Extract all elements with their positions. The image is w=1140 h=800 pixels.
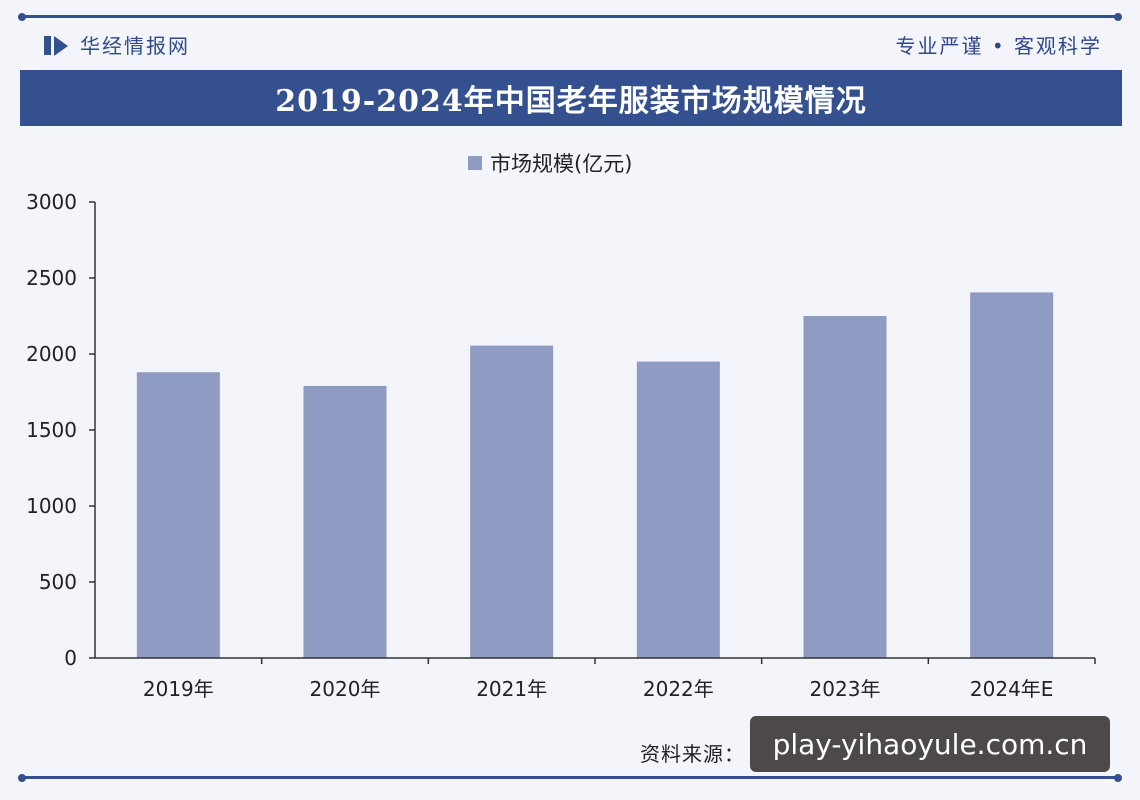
watermark: play-yihaoyule.com.cn — [750, 716, 1110, 772]
y-axis: 0 500 1000 1500 2000 2500 3000 — [26, 190, 96, 670]
bar-chart: 0 500 1000 1500 2000 2500 3000 2019年 2020年 2021年… — [26, 190, 1096, 701]
x-tick-label: 2024年E — [970, 677, 1054, 701]
bars — [136, 292, 1054, 658]
chart-title-bar: 2019-2024年中国老年服装市场规模情况 — [20, 70, 1122, 126]
legend-swatch — [468, 156, 482, 170]
bar — [803, 316, 887, 658]
slogan: 专业严谨 • 客观科学 — [895, 34, 1102, 58]
chart-title: 2019-2024年中国老年服装市场规模情况 — [275, 84, 867, 119]
bar — [303, 385, 387, 658]
bottom-left-dot — [18, 774, 26, 782]
bar — [470, 345, 554, 658]
x-tick-label: 2019年 — [143, 677, 214, 701]
brand: 华经情报网 — [44, 30, 190, 59]
y-tick-label: 1500 — [26, 418, 77, 442]
x-axis: 2019年 2020年 2021年 2022年 2023年 2024年E — [95, 657, 1096, 701]
top-border-line — [20, 15, 1120, 18]
x-tick-label: 2022年 — [643, 677, 714, 701]
y-tick-label: 3000 — [26, 190, 77, 214]
top-left-dot — [18, 13, 26, 21]
y-tick-label: 500 — [39, 570, 77, 594]
bar — [970, 292, 1054, 658]
bottom-right-dot — [1114, 774, 1122, 782]
y-tick-label: 2000 — [26, 342, 77, 366]
x-tick-label: 2020年 — [310, 677, 381, 701]
top-right-dot — [1114, 13, 1122, 21]
bottom-border-line — [20, 776, 1120, 779]
x-tick-label: 2023年 — [810, 677, 881, 701]
bar — [136, 372, 220, 658]
source-label: 资料来源： — [640, 742, 745, 766]
y-tick-label: 1000 — [26, 494, 77, 518]
bar — [636, 361, 720, 658]
x-tick-label: 2021年 — [476, 677, 547, 701]
y-tick-label: 2500 — [26, 266, 77, 290]
legend: 市场规模(亿元) — [468, 148, 632, 178]
legend-label: 市场规模(亿元) — [490, 152, 633, 176]
brand-logo-icon — [44, 34, 70, 56]
y-tick-label: 0 — [64, 646, 77, 670]
brand-name: 华经情报网 — [80, 34, 190, 58]
